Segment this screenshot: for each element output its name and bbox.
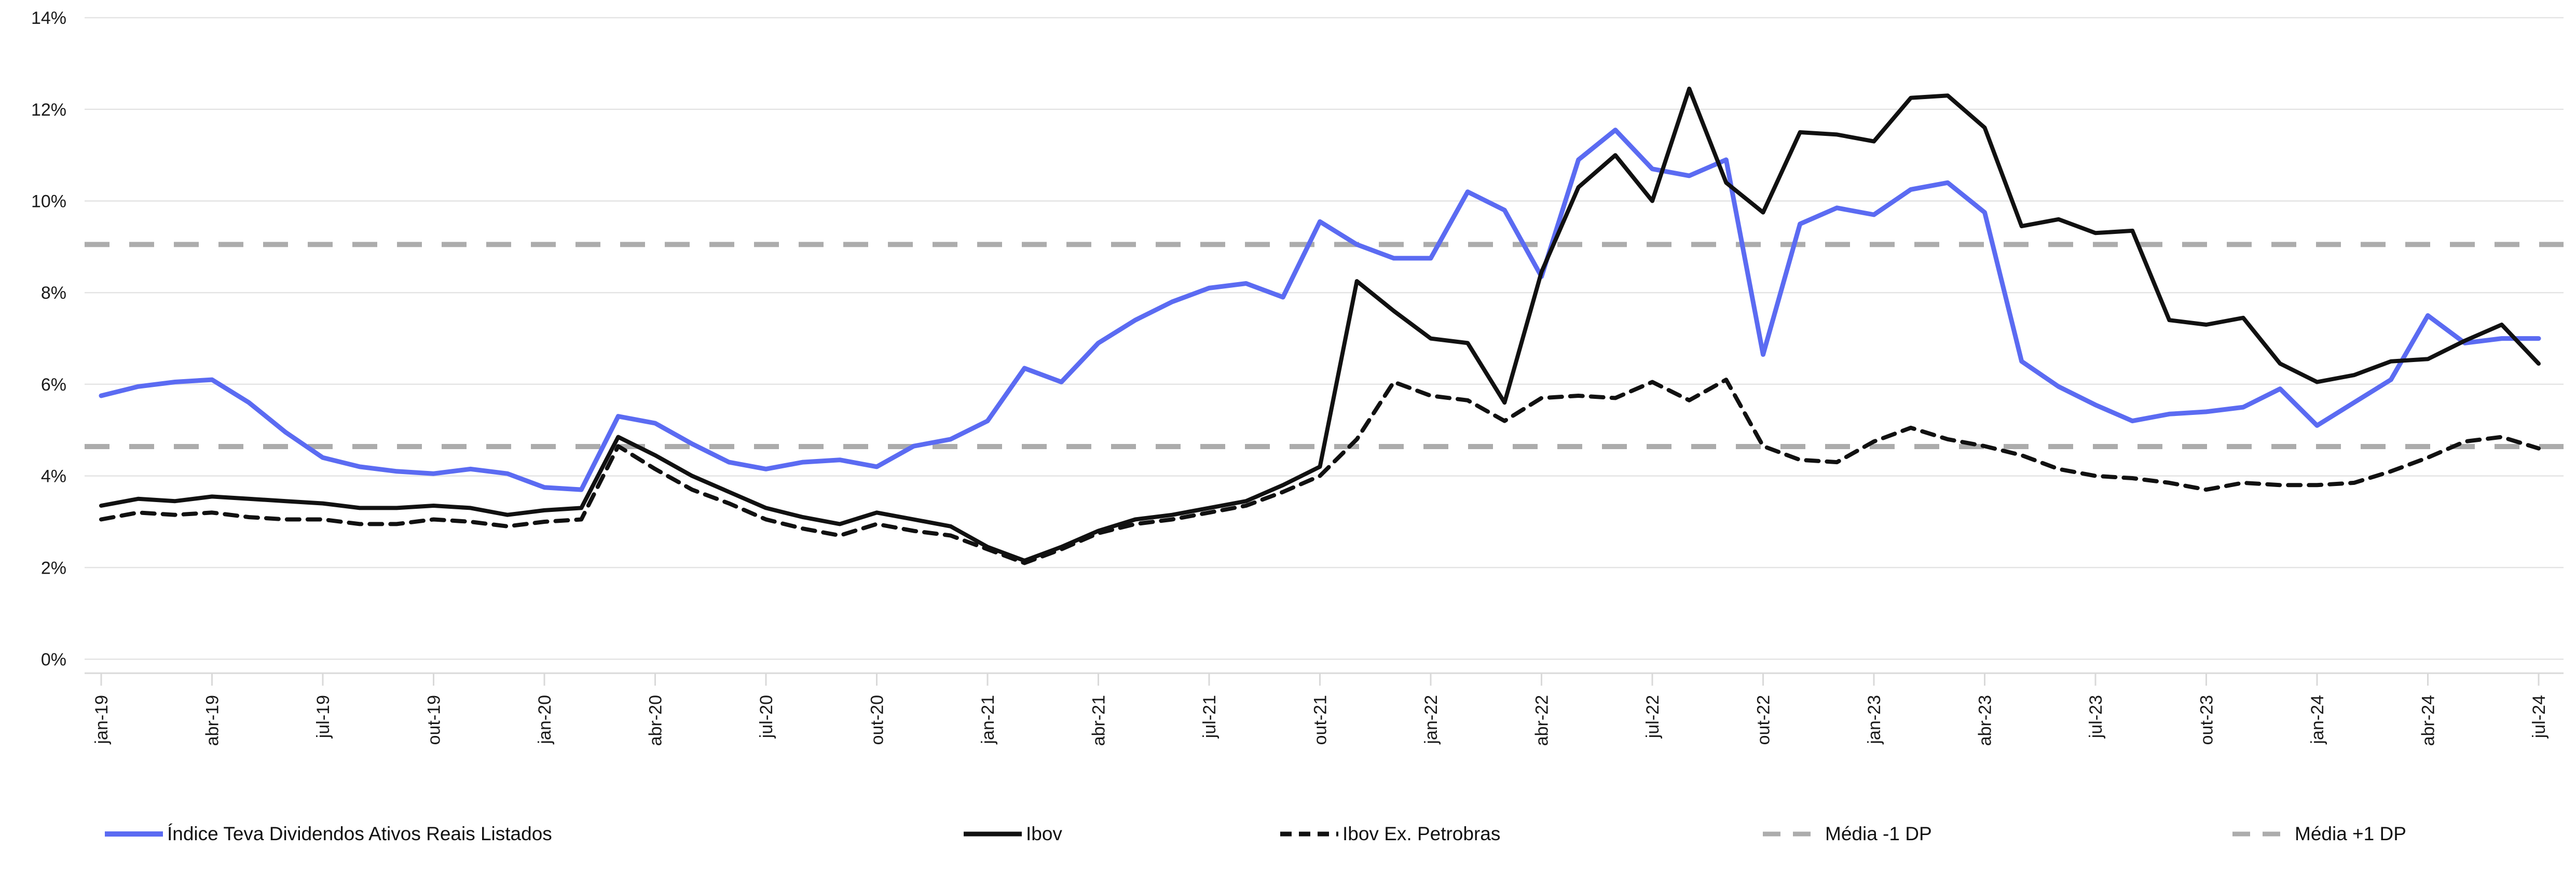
x-tick-label-abr-20: abr-20 [646,695,666,746]
x-tick-label-jul-19: jul-19 [313,695,333,739]
legend-label: Ibov [1026,823,1062,844]
y-tick-label-4: 4% [41,467,66,486]
series-line-ibov [99,87,2541,563]
legend-item-média-1-dp[interactable]: Média +1 DP [2231,813,2406,855]
legend-marker-icon [964,831,1022,837]
x-tick-label-out-23: out-23 [2197,695,2217,745]
x-tick-label-jan-21: jan-21 [978,695,998,745]
y-tick-label-8: 8% [41,283,66,303]
gridlines [85,17,2564,660]
x-tick-label-jan-23: jan-23 [1865,695,1884,745]
y-tick-label-0: 0% [41,650,66,670]
legend-marker-icon [105,831,163,837]
x-tick-label-jul-22: jul-22 [1643,695,1663,739]
legend-label: Média -1 DP [1825,823,1932,844]
x-tick-label-jan-19: jan-19 [92,695,112,745]
x-tick-label-abr-19: abr-19 [203,695,223,746]
series-line-teva [99,128,2541,492]
x-tick-label-abr-24: abr-24 [2419,695,2438,746]
series-line-ibov-ex-petrobras [99,378,2541,565]
x-tick-label-out-19: out-19 [424,695,444,745]
x-tick-label-out-21: out-21 [1311,695,1331,745]
x-tick-label-abr-23: abr-23 [1976,695,1995,746]
chart-legend: Índice Teva Dividendos Ativos Reais List… [0,813,2576,863]
y-axis-labels: 0% 2% 4% 6% 8% 10% 12% 14% [31,8,66,670]
x-tick-label-jan-22: jan-22 [1421,695,1441,745]
legend-label: Média +1 DP [2295,823,2406,844]
y-tick-label-2: 2% [41,558,66,578]
legend-label: Ibov Ex. Petrobras [1342,823,1501,844]
legend-item-ibov[interactable]: Ibov [963,813,1062,855]
legend-marker-icon [1763,831,1821,837]
legend-marker-icon [1280,831,1338,837]
x-tick-label-abr-21: abr-21 [1089,695,1109,746]
x-tick-label-jul-20: jul-20 [757,695,776,739]
x-tick-label-jan-24: jan-24 [2308,695,2327,745]
x-tick-label-jul-21: jul-21 [1200,695,1220,739]
x-tick-label-jan-20: jan-20 [535,695,555,745]
y-tick-label-6: 6% [41,375,66,395]
legend-label: Índice Teva Dividendos Ativos Reais List… [167,823,552,844]
x-axis [85,672,2564,686]
series-lines [99,87,2541,565]
legend-item-média--1-dp[interactable]: Média -1 DP [1762,813,1932,855]
x-tick-label-jul-23: jul-23 [2086,695,2106,739]
x-tick-label-out-20: out-20 [868,695,887,745]
legend-item-ibov-ex-petrobras[interactable]: Ibov Ex. Petrobras [1279,813,1500,855]
y-tick-label-14: 14% [31,8,66,28]
x-tick-label-out-22: out-22 [1754,695,1774,745]
legend-marker-icon [2232,831,2291,837]
x-axis-labels: jan-19 abr-19 jul-19 out-19 jan-20 abr-20 jul-… [92,695,2549,746]
legend-item-teva[interactable]: Índice Teva Dividendos Ativos Reais List… [104,813,552,855]
x-tick-label-jul-24: jul-24 [2529,695,2549,739]
y-tick-label-10: 10% [31,192,66,212]
mean-deviation-lines [85,242,2564,450]
x-tick-label-abr-22: abr-22 [1532,695,1552,746]
y-tick-label-12: 12% [31,100,66,120]
